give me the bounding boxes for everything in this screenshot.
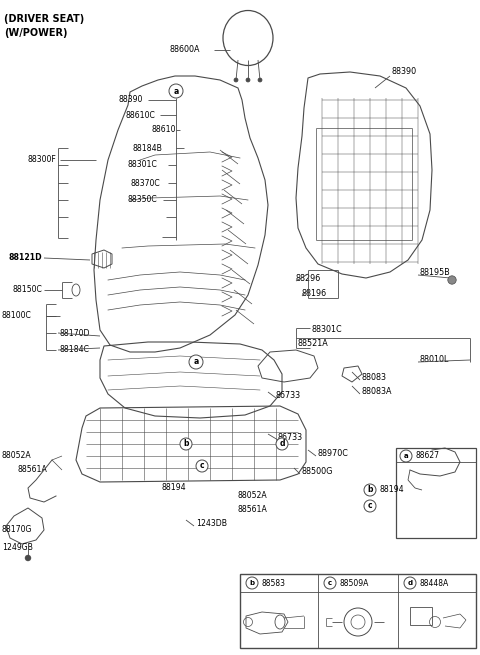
Text: 88170D: 88170D [60, 329, 91, 337]
Text: 1249GB: 1249GB [2, 544, 33, 553]
Text: b: b [183, 440, 189, 449]
Circle shape [404, 577, 416, 589]
Text: 88100C: 88100C [2, 312, 32, 320]
Circle shape [324, 577, 336, 589]
Text: 88561A: 88561A [238, 506, 268, 514]
Text: 88500G: 88500G [302, 468, 334, 476]
Text: 88052A: 88052A [238, 491, 268, 500]
Text: d: d [408, 580, 413, 586]
Text: c: c [368, 502, 372, 510]
Text: d: d [279, 440, 285, 449]
Bar [240, 574, 476, 648]
Text: 88194: 88194 [162, 483, 187, 493]
Text: 88184C: 88184C [60, 345, 90, 354]
Circle shape [189, 355, 203, 369]
Text: (DRIVER SEAT): (DRIVER SEAT) [4, 14, 84, 24]
Text: 86733: 86733 [276, 392, 301, 400]
Text: 88390: 88390 [119, 96, 143, 105]
Text: 88970C: 88970C [318, 449, 349, 458]
Text: 88184B: 88184B [132, 143, 162, 153]
Text: c: c [328, 580, 332, 586]
Text: 88610C: 88610C [125, 111, 155, 119]
Circle shape [364, 500, 376, 512]
Text: 88150C: 88150C [12, 286, 42, 295]
Text: 88170G: 88170G [2, 525, 32, 534]
Circle shape [180, 438, 192, 450]
Text: 88296: 88296 [296, 274, 321, 282]
Circle shape [246, 577, 258, 589]
Text: 88121D: 88121D [8, 253, 42, 263]
Text: c: c [200, 462, 204, 470]
Circle shape [196, 460, 208, 472]
Text: 88390: 88390 [392, 67, 417, 77]
Text: 88010L: 88010L [420, 356, 449, 364]
Circle shape [276, 438, 288, 450]
Text: 88196: 88196 [302, 288, 327, 297]
Text: (W/POWER): (W/POWER) [4, 28, 68, 38]
Text: 88600A: 88600A [170, 45, 201, 54]
Text: 88083: 88083 [362, 373, 387, 383]
Text: 88521A: 88521A [298, 339, 329, 348]
Text: 88301C: 88301C [312, 326, 343, 335]
Text: b: b [250, 580, 254, 586]
Text: 88509A: 88509A [340, 578, 370, 588]
Circle shape [246, 78, 250, 82]
Text: 88627: 88627 [416, 451, 440, 460]
Text: a: a [173, 86, 179, 96]
Circle shape [25, 555, 31, 561]
Text: 88583: 88583 [262, 578, 286, 588]
Text: 88195B: 88195B [420, 267, 451, 276]
Text: 86733: 86733 [278, 434, 303, 443]
Text: a: a [193, 358, 199, 367]
Bar [396, 448, 476, 538]
Circle shape [364, 484, 376, 496]
Text: 88610: 88610 [152, 126, 176, 134]
Text: 88301C: 88301C [127, 160, 157, 170]
Text: 88300F: 88300F [27, 155, 56, 164]
Text: 88350C: 88350C [127, 195, 157, 204]
Text: 88561A: 88561A [18, 466, 48, 474]
Bar [410, 607, 432, 625]
Text: 88052A: 88052A [2, 451, 32, 460]
Circle shape [234, 78, 238, 82]
Circle shape [258, 78, 262, 82]
Circle shape [448, 276, 456, 284]
Text: 88370C: 88370C [130, 179, 160, 187]
Text: 88083A: 88083A [362, 388, 393, 396]
Text: b: b [367, 485, 373, 495]
Text: 1243DB: 1243DB [196, 519, 227, 529]
Text: a: a [404, 453, 408, 459]
Text: 88194: 88194 [380, 485, 405, 495]
Text: 88448A: 88448A [420, 578, 449, 588]
Circle shape [400, 450, 412, 462]
Circle shape [169, 84, 183, 98]
